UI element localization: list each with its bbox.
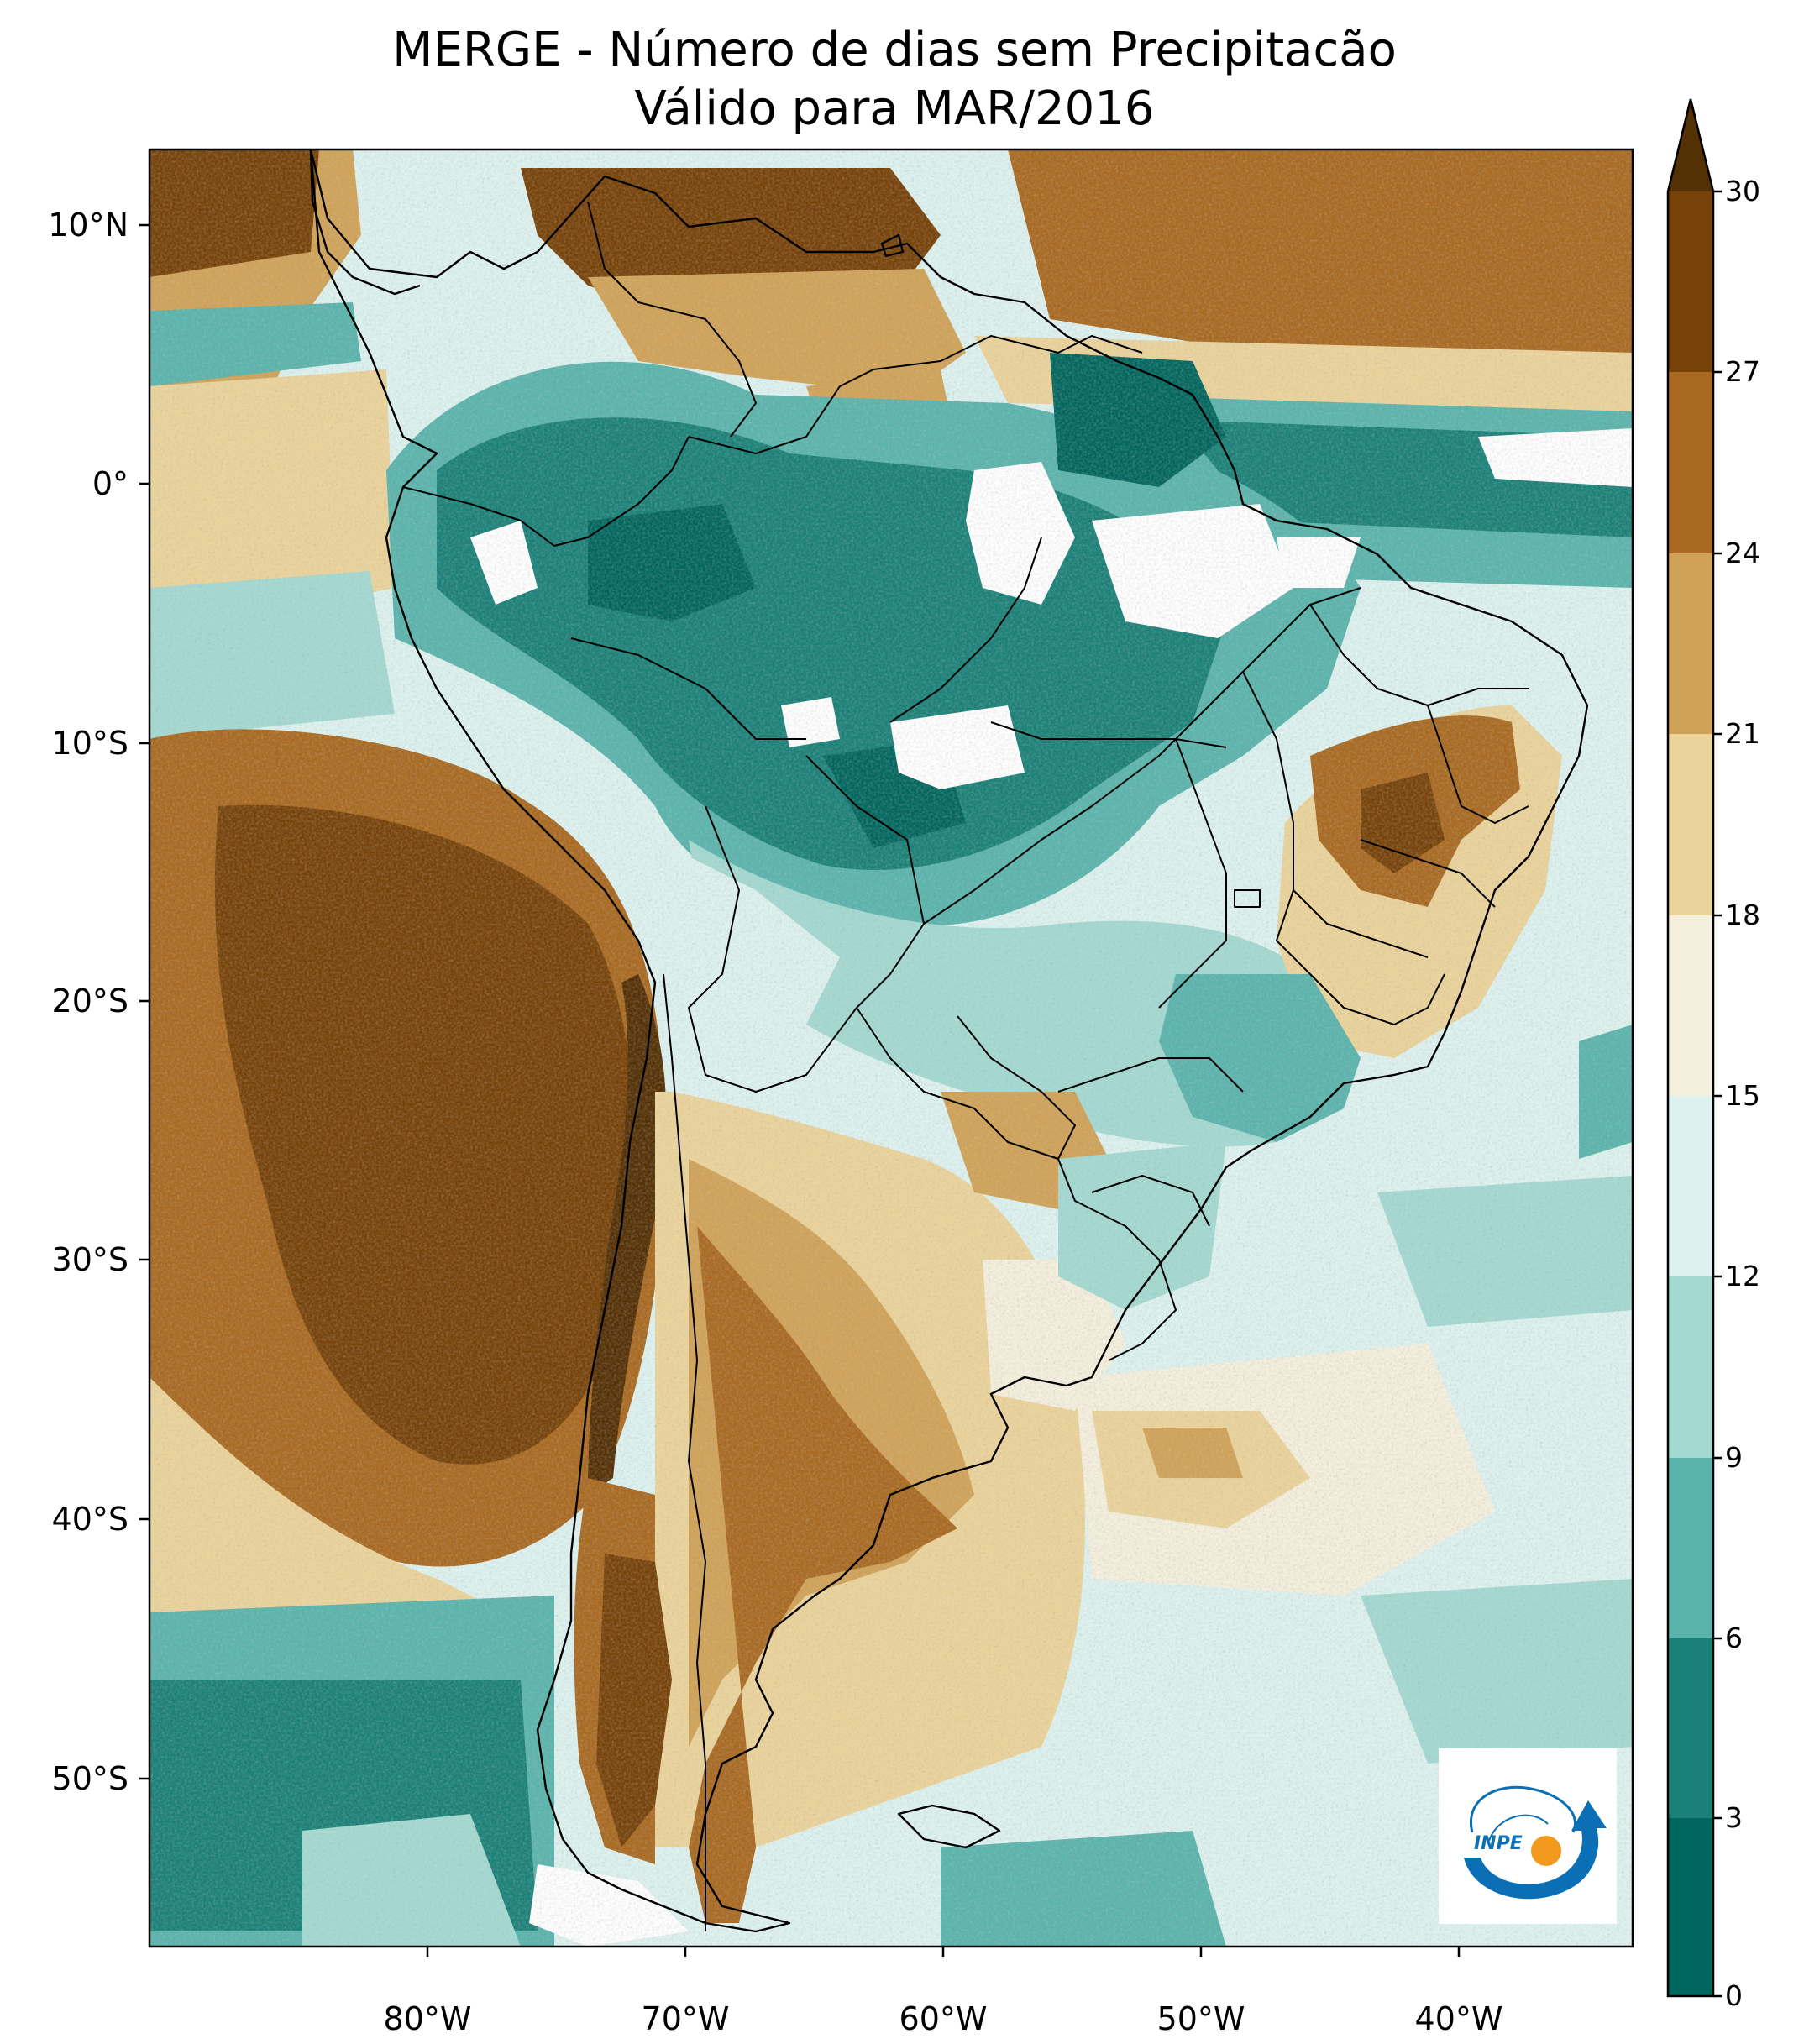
border-brazil-states-8 — [1057, 1057, 1244, 1093]
colorbar-bin-18-21 — [1668, 734, 1713, 915]
colorbar-bin-15-18 — [1668, 915, 1713, 1096]
colorbar-label-24: 24 — [1725, 537, 1760, 569]
lon-label-40w: 40°W — [1414, 2000, 1503, 2037]
lat-label-20s: 20°S — [51, 983, 128, 1019]
colorbar-ticks — [1713, 190, 1722, 1998]
trinidad — [880, 233, 905, 258]
colorbar-label-15: 15 — [1725, 1079, 1760, 1112]
lat-label-0: 0° — [92, 465, 128, 502]
texture-grain — [149, 149, 1633, 1947]
lat-label-10s: 10°S — [51, 725, 128, 762]
colorbar-extend-arrow — [1668, 99, 1713, 191]
border-df — [1234, 889, 1261, 908]
border-brazil-north — [688, 335, 1143, 454]
map-subtitle: Válido para MAR/2016 — [634, 81, 1155, 136]
colorbar — [1666, 98, 1722, 1998]
border-argentina-brazil-uruguay — [1057, 1158, 1177, 1361]
lat-label-30s: 30°S — [51, 1241, 128, 1278]
border-paraguay — [856, 1007, 1076, 1160]
colorbar-bin-3-6 — [1668, 1638, 1713, 1818]
colorbar-bin-24-27 — [1668, 372, 1713, 553]
lat-label-10n: 10°N — [48, 207, 128, 244]
falklands — [897, 1804, 1001, 1849]
border-colombia-venezuela — [587, 201, 757, 438]
colorbar-bin-12-15 — [1668, 1096, 1713, 1276]
logo-text: INPE — [1474, 1833, 1523, 1854]
central-america-coast — [309, 149, 421, 296]
map-title: MERGE - Número de dias sem Precipitacão — [392, 23, 1397, 77]
colorbar-label-0: 0 — [1725, 1979, 1743, 2012]
colorbar-outline — [1666, 98, 1715, 1998]
inpe-logo-icon: INPE — [1464, 1785, 1607, 1900]
lon-label-70w: 70°W — [641, 2000, 730, 2037]
lon-label-50w: 50°W — [1156, 2000, 1245, 2037]
lat-label-40s: 40°S — [51, 1501, 128, 1538]
border-brazil-states-10 — [1427, 705, 1529, 824]
colorbar-label-12: 12 — [1725, 1260, 1760, 1292]
colorbar-bin-9-12 — [1668, 1276, 1713, 1458]
axis-ticks — [139, 223, 1461, 1957]
border-brazil-states-12 — [1293, 889, 1429, 958]
lon-label-60w: 60°W — [899, 2000, 988, 2037]
border-peru-brazil — [570, 637, 806, 740]
border-brazil-states-11 — [1360, 839, 1496, 908]
border-brazil-states-4 — [1158, 738, 1227, 1009]
border-brazil-states-6 — [1309, 604, 1529, 706]
coastlines — [309, 148, 1589, 1933]
colorbar-label-9: 9 — [1725, 1441, 1743, 1474]
border-bolivia — [688, 755, 925, 1093]
border-brazil-states-5 — [1242, 671, 1311, 975]
colorbar-label-18: 18 — [1725, 899, 1760, 931]
inpe-logo: INPE — [1439, 1748, 1617, 1924]
border-brazil-states-9 — [1091, 1175, 1210, 1227]
border-brazil-states-3 — [889, 537, 1042, 723]
colorbar-bin-27-30 — [1668, 191, 1713, 372]
lat-label-50s: 50°S — [51, 1760, 128, 1797]
colorbar-label-6: 6 — [1725, 1622, 1743, 1654]
colorbar-label-3: 3 — [1725, 1801, 1743, 1834]
border-brazil-states-2 — [990, 721, 1227, 748]
colorbar-label-30: 30 — [1725, 175, 1760, 207]
border-argentina-chile — [663, 973, 706, 1931]
lon-label-80w: 80°W — [383, 2000, 472, 2037]
plot-frame — [148, 148, 1634, 1948]
colorbar-bin-6-9 — [1668, 1458, 1713, 1638]
colorbar-label-21: 21 — [1725, 717, 1760, 750]
border-brazil-states-7 — [1309, 973, 1445, 1025]
precipitation-field — [149, 149, 1633, 1947]
borders — [402, 201, 1529, 1931]
south-america-coast — [309, 148, 1589, 1933]
colorbar-bin-21-24 — [1668, 553, 1713, 734]
border-colombia-ecuador-peru — [402, 436, 690, 547]
colorbar-bin-0-3 — [1668, 1818, 1713, 1996]
colorbar-label-27: 27 — [1725, 355, 1760, 388]
